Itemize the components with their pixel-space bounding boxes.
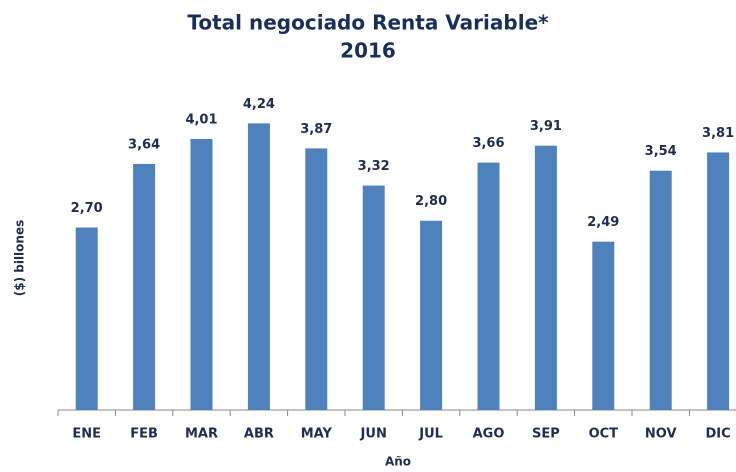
x-tick-label: MAR — [185, 427, 218, 442]
data-label: 2,80 — [415, 194, 447, 209]
x-tick-label: ENE — [72, 427, 101, 442]
bar — [75, 227, 98, 410]
bar — [477, 162, 500, 410]
bar — [707, 152, 730, 410]
chart-subtitle: 2016 — [340, 39, 396, 63]
bar — [534, 145, 557, 410]
bar — [247, 123, 270, 410]
data-label: 3,87 — [300, 122, 332, 137]
x-tick-label: ABR — [244, 427, 274, 442]
data-label: 3,91 — [530, 119, 562, 134]
x-tick-label: AGO — [473, 427, 505, 442]
bar — [133, 163, 156, 410]
bar — [420, 220, 443, 410]
x-tick-label: FEB — [130, 427, 158, 442]
x-tick-label: JUN — [360, 427, 387, 442]
data-label: 3,64 — [128, 137, 160, 152]
data-label: 4,24 — [243, 97, 275, 112]
x-tick-label: SEP — [532, 427, 560, 442]
x-tick-label: MAY — [301, 427, 333, 442]
data-label: 3,54 — [645, 144, 677, 159]
x-tick-label: DIC — [706, 427, 731, 442]
data-label: 2,49 — [587, 215, 619, 230]
data-label: 4,01 — [185, 112, 217, 127]
y-axis-label: ($) billones — [13, 220, 27, 297]
data-label: 3,66 — [472, 136, 504, 151]
x-tick-label: JUL — [418, 427, 443, 442]
chart-title: Total negociado Renta Variable* — [187, 11, 549, 35]
bar — [649, 170, 672, 410]
data-label: 2,70 — [71, 201, 103, 216]
x-axis-label: Año — [385, 455, 411, 469]
bar — [305, 148, 328, 410]
data-label: 3,32 — [358, 159, 390, 174]
bar — [592, 241, 615, 410]
bar — [190, 138, 213, 410]
data-label: 3,81 — [702, 126, 734, 141]
x-tick-label: OCT — [589, 427, 619, 442]
bar — [362, 185, 385, 410]
x-tick-label: NOV — [645, 427, 677, 442]
